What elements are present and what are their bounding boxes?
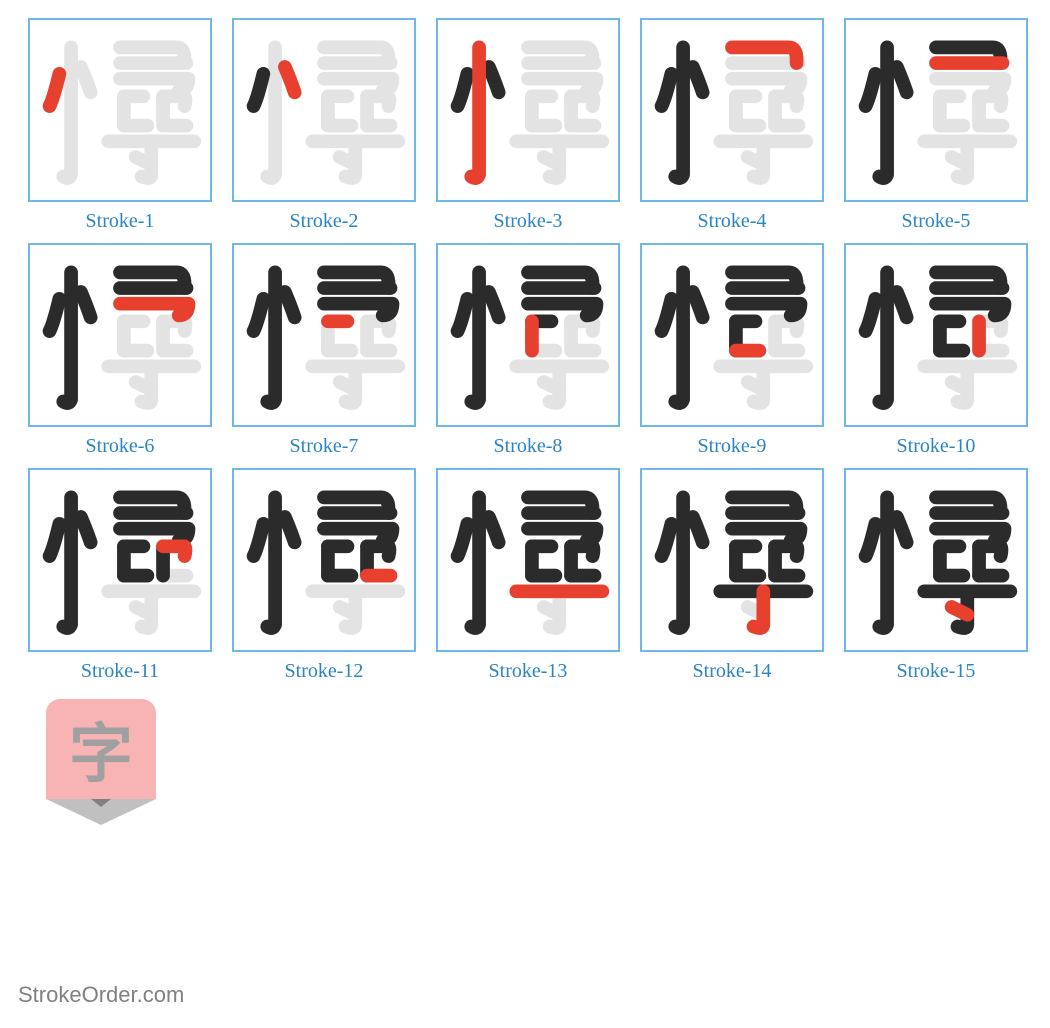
stroke-tile [232,243,416,427]
stroke-tile [640,468,824,652]
stroke-label: Stroke-7 [290,435,359,458]
stroke-tile [436,18,620,202]
stroke-cell: Stroke-8 [426,243,630,458]
stroke-label: Stroke-3 [494,210,563,233]
stroke-label: Stroke-2 [290,210,359,233]
stroke-cell: Stroke-1 [18,18,222,233]
stroke-cell: Stroke-7 [222,243,426,458]
stroke-label: Stroke-14 [693,660,772,683]
stroke-tile [232,18,416,202]
stroke-label: Stroke-10 [897,435,976,458]
stroke-label: Stroke-6 [86,435,155,458]
stroke-cell: Stroke-5 [834,18,1038,233]
stroke-label: Stroke-5 [902,210,971,233]
stroke-label: Stroke-12 [285,660,364,683]
stroke-tile [640,18,824,202]
stroke-tile [844,468,1028,652]
stroke-label: Stroke-8 [494,435,563,458]
watermark: StrokeOrder.com [18,982,184,1008]
stroke-label: Stroke-1 [86,210,155,233]
stroke-label: Stroke-15 [897,660,976,683]
stroke-tile [844,243,1028,427]
stroke-label: Stroke-13 [489,660,568,683]
stroke-label: Stroke-4 [698,210,767,233]
stroke-cell: Stroke-9 [630,243,834,458]
stroke-tile [436,243,620,427]
stroke-grid: Stroke-1 Stroke-2 Stroke-3 Stroke-4 Stroke-5… [18,18,1038,849]
stroke-cell: Stroke-12 [222,468,426,683]
stroke-tile [28,243,212,427]
stroke-cell: Stroke-2 [222,18,426,233]
stroke-tile [436,468,620,652]
stroke-tile [640,243,824,427]
stroke-cell: Stroke-11 [18,468,222,683]
stroke-tile [232,468,416,652]
stroke-label: Stroke-11 [81,660,159,683]
stroke-tile [28,18,212,202]
stroke-label: Stroke-9 [698,435,767,458]
stroke-tile [844,18,1028,202]
logo: 字 [18,693,222,849]
stroke-cell: Stroke-4 [630,18,834,233]
stroke-cell: Stroke-10 [834,243,1038,458]
stroke-cell: Stroke-3 [426,18,630,233]
stroke-cell: Stroke-15 [834,468,1038,683]
stroke-tile [28,468,212,652]
stroke-cell: Stroke-14 [630,468,834,683]
stroke-cell: Stroke-13 [426,468,630,683]
logo-char: 字 [69,703,133,795]
stroke-cell: Stroke-6 [18,243,222,458]
